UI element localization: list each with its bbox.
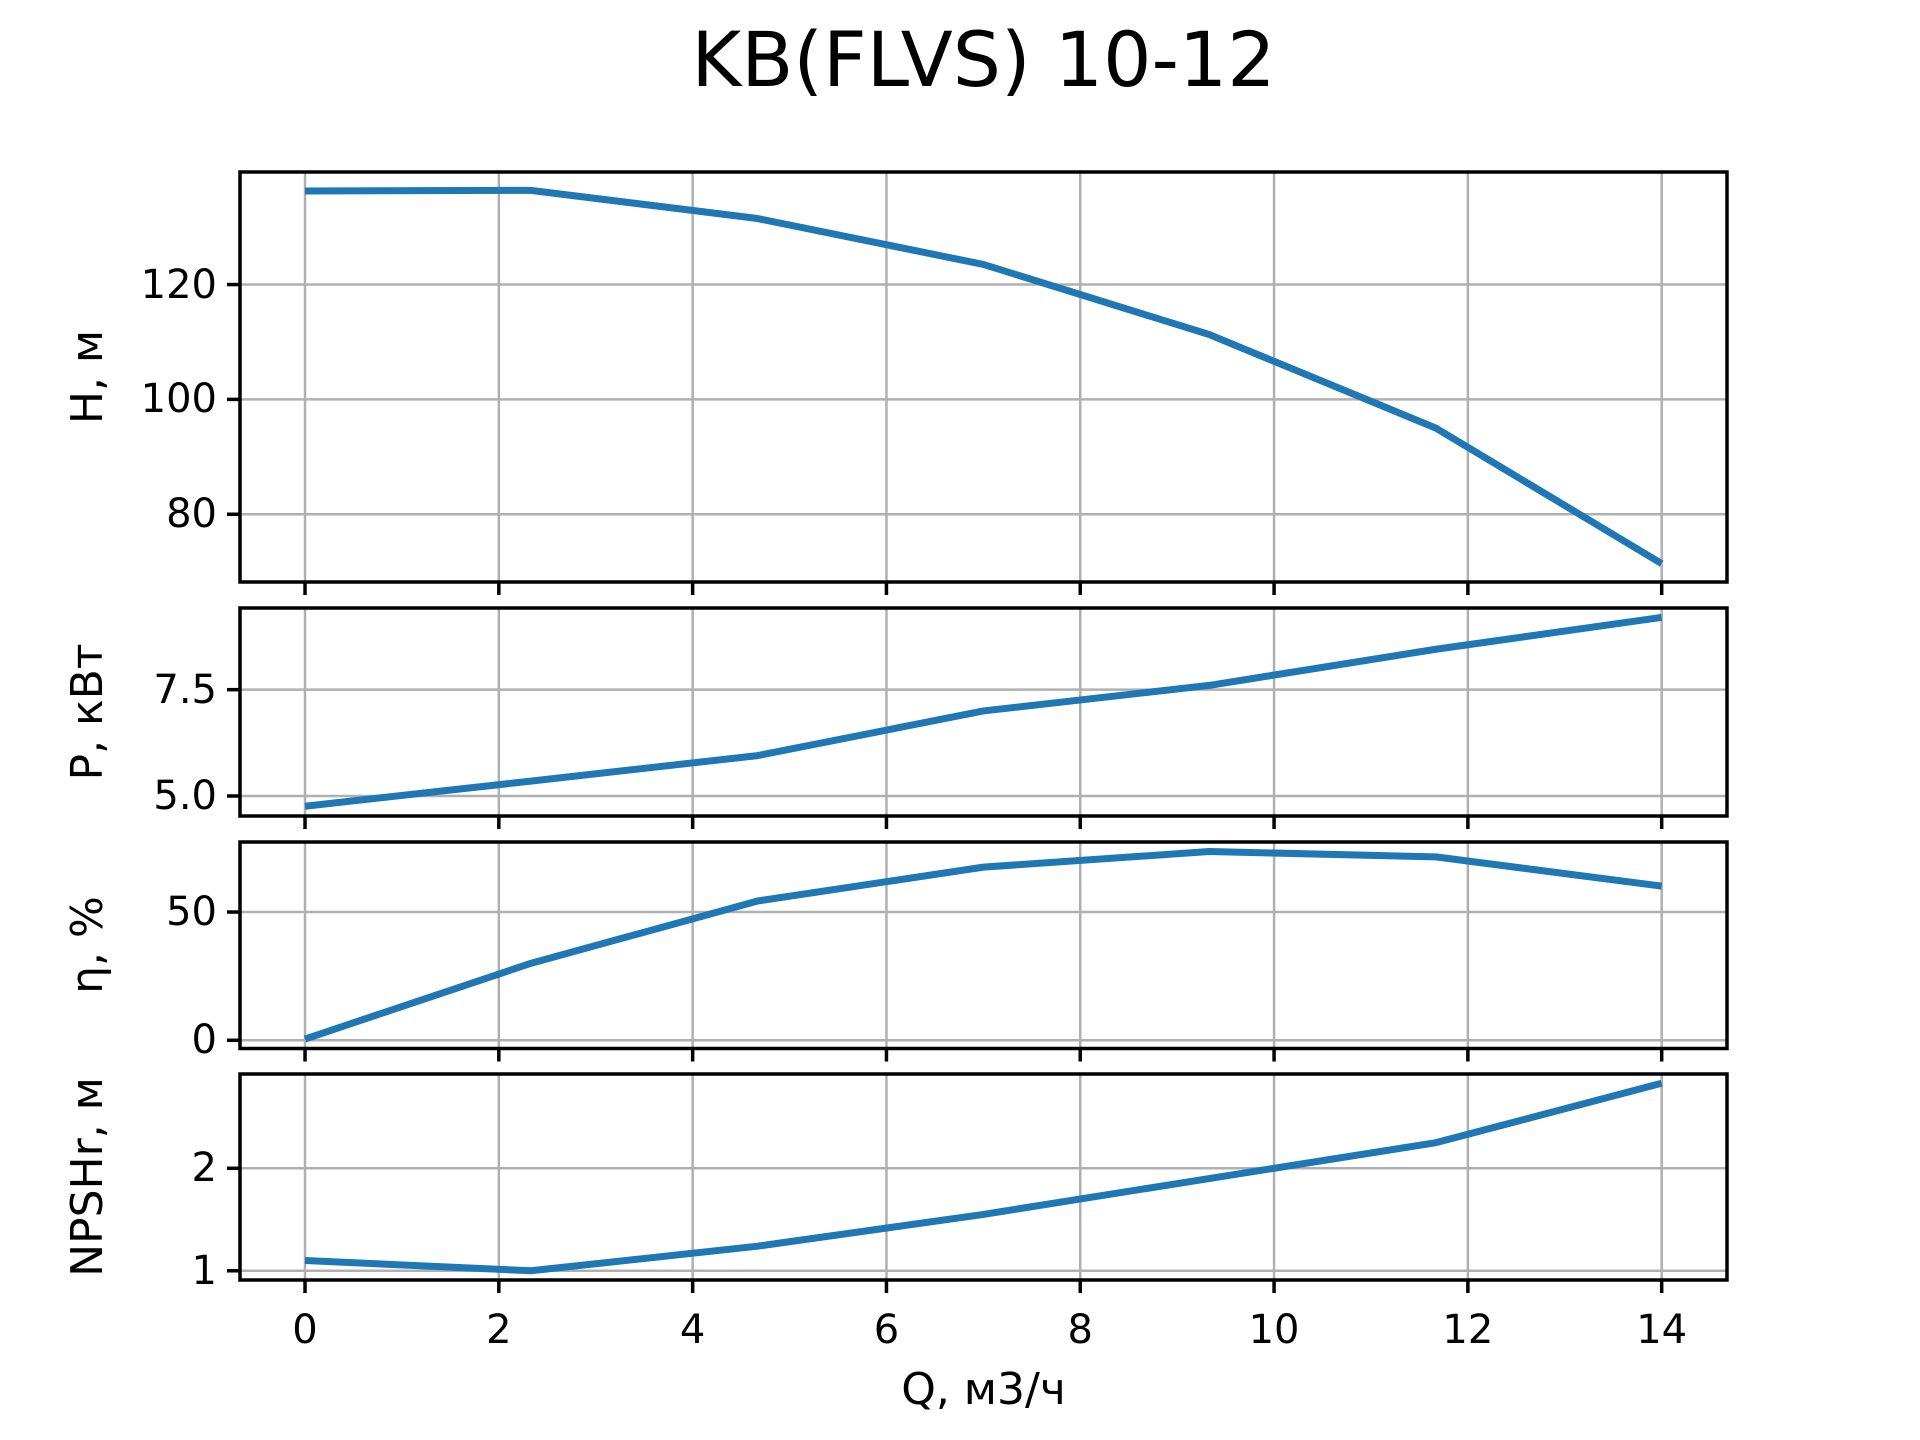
y-tick-label: 0 xyxy=(191,1017,217,1064)
head-curve xyxy=(305,186,1664,567)
power-curve xyxy=(304,613,1663,810)
axes-border xyxy=(238,1072,1729,1282)
efficiency-curve xyxy=(303,847,1663,1043)
x-axis-label: Q, м3/ч xyxy=(901,1364,1066,1415)
x-tick-label: 10 xyxy=(1248,1307,1300,1353)
y-tick-label: 7.5 xyxy=(153,666,217,713)
figure-title: KB(FLVS) 10-12 xyxy=(691,15,1276,104)
y-tick-label: 80 xyxy=(166,491,217,538)
x-tick-label: 8 xyxy=(1067,1307,1093,1353)
axes-border xyxy=(238,170,1729,584)
x-tick-label: 6 xyxy=(873,1307,900,1353)
x-tick-label: 4 xyxy=(679,1307,706,1353)
x-tick-label: 0 xyxy=(292,1307,318,1353)
x-tick-label: 2 xyxy=(486,1307,512,1353)
y-axis-label-power: P, кВт xyxy=(62,643,113,781)
y-tick-label: 5.0 xyxy=(153,773,217,819)
y-tick-label: 120 xyxy=(140,261,217,308)
axes-border xyxy=(238,606,1729,818)
npshr-curve xyxy=(304,1079,1663,1275)
x-tick-label: 12 xyxy=(1442,1307,1494,1353)
y-tick-label: 100 xyxy=(140,376,217,423)
y-tick-label: 2 xyxy=(191,1145,217,1192)
y-tick-label: 1 xyxy=(191,1247,217,1294)
axes-border xyxy=(238,840,1729,1051)
y-tick-label: 50 xyxy=(166,889,217,936)
x-tick-label: 14 xyxy=(1636,1307,1688,1353)
